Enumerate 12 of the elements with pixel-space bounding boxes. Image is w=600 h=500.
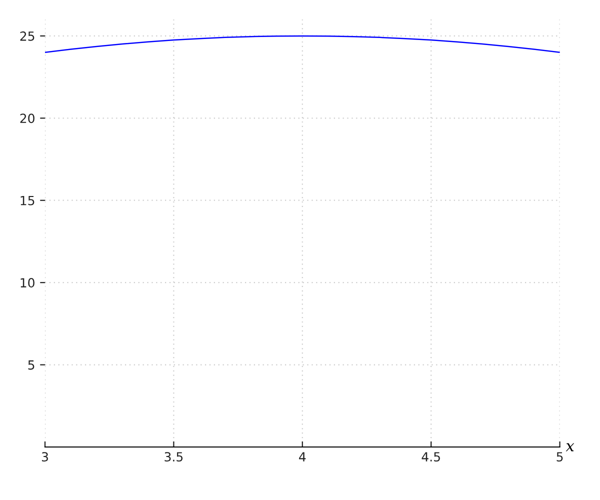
y-tick-label: 25 bbox=[20, 31, 34, 41]
x-axis-title: x bbox=[566, 443, 574, 452]
y-tick-label: 10 bbox=[20, 278, 34, 288]
y-tick-label: 5 bbox=[28, 360, 34, 370]
x-tick-label: 3.5 bbox=[164, 452, 183, 462]
line-series bbox=[45, 35, 560, 54]
x-tick-label: 4.5 bbox=[422, 452, 440, 462]
x-tick-label: 3 bbox=[42, 452, 48, 462]
x-tick-label: 5 bbox=[556, 452, 563, 462]
x-tick-label: 4 bbox=[299, 452, 306, 462]
y-tick-label: 15 bbox=[20, 196, 34, 206]
y-tick-label: 20 bbox=[20, 114, 34, 124]
